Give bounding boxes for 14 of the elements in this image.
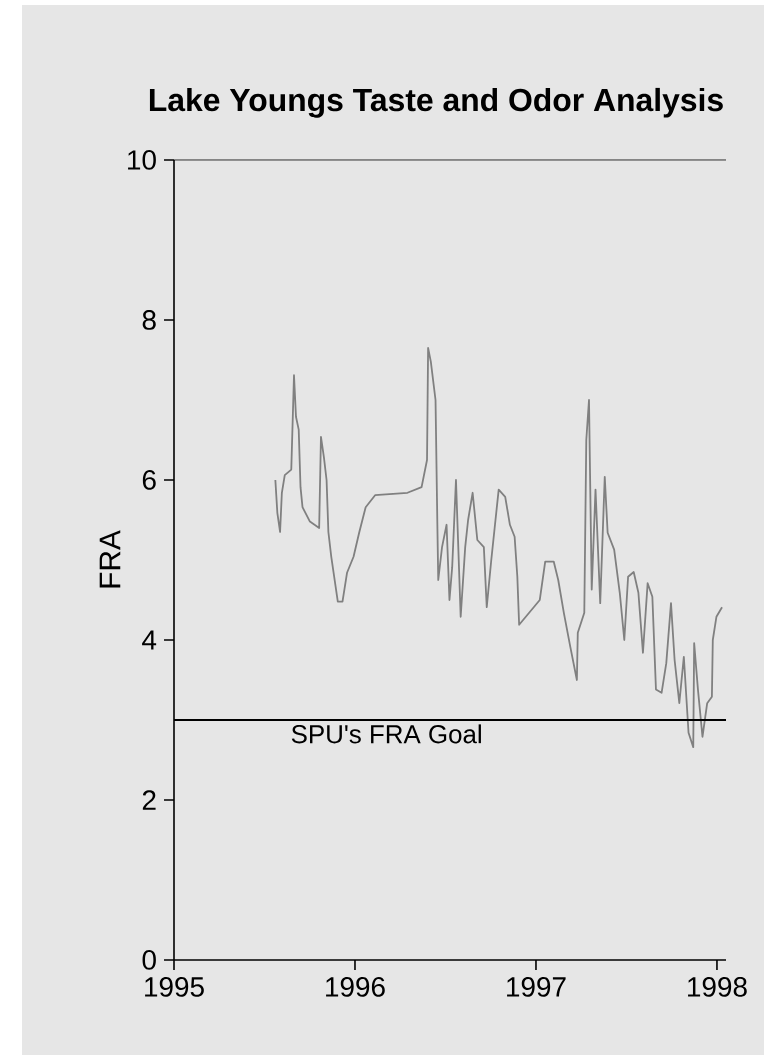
y-tick-label: 10 [128, 150, 156, 170]
y-axis-title: FRA [99, 530, 121, 588]
x-tick-label: 1998 [688, 977, 747, 997]
y-tick-label: 0 [142, 950, 156, 970]
x-tick-label: 1996 [326, 977, 385, 997]
y-tick-label: 2 [142, 790, 156, 810]
y-tick-label: 6 [142, 470, 156, 490]
chart-title: Lake Youngs Taste and Odor Analysis [149, 87, 723, 118]
x-tick-label: 1995 [145, 977, 204, 997]
line-series [274, 347, 723, 749]
ref-line-label: SPU's FRA Goal [291, 724, 481, 744]
x-tick-label: 1997 [507, 977, 566, 997]
y-tick-label: 8 [142, 310, 156, 330]
y-tick-label: 4 [142, 630, 157, 650]
